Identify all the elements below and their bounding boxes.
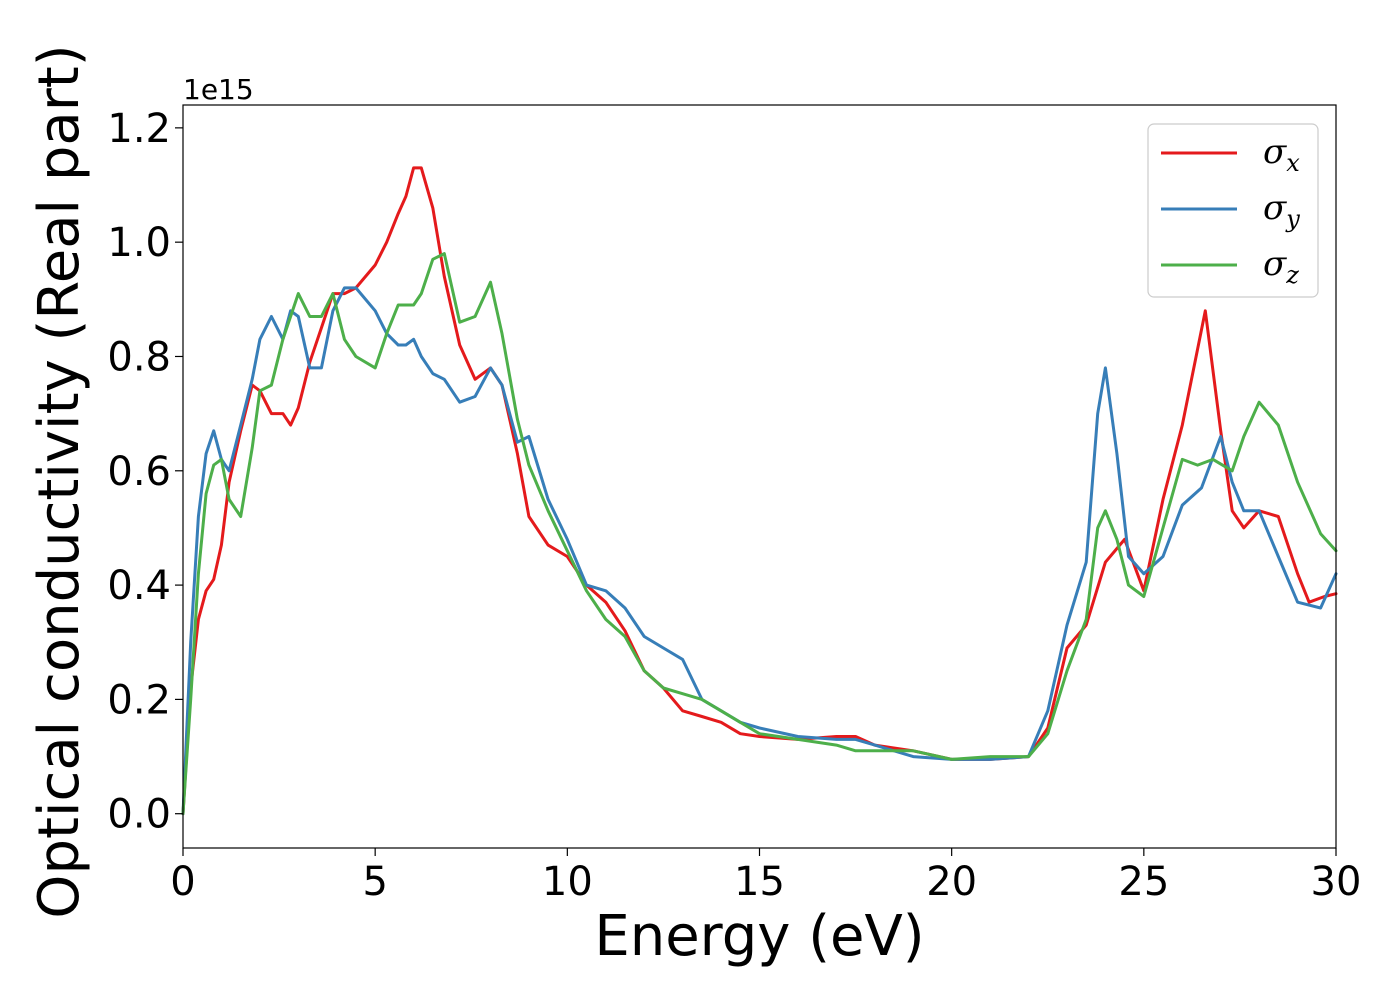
series-layer: [181, 166, 1338, 816]
series-line-z: [181, 252, 1338, 816]
y-axis: 0.0 0.2 0.4 0.6 0.8 1.0 1.2: [107, 106, 183, 838]
y-tick-label: 1.0: [107, 220, 171, 266]
legend-label-z: σz: [1263, 244, 1299, 289]
y-tick-label: 0.8: [107, 334, 171, 380]
legend-symbol: σ: [1263, 188, 1287, 228]
x-tick-label: 30: [1311, 859, 1362, 905]
legend-label-y: σy: [1263, 188, 1300, 233]
legend-symbol: σ: [1263, 132, 1287, 172]
legend-subscript: y: [1285, 205, 1300, 233]
y-tick-label: 0.2: [107, 677, 171, 723]
y-tick-label: 1.2: [107, 106, 171, 152]
y-offset-label: 1e15: [183, 73, 254, 106]
y-tick-label: 0.4: [107, 563, 171, 609]
legend-symbol: σ: [1263, 244, 1287, 284]
x-axis-title: Energy (eV): [594, 904, 924, 969]
x-tick-label: 25: [1118, 859, 1169, 905]
x-axis: 0 5 10 15 20 25 30: [170, 848, 1361, 905]
series-line-x: [181, 166, 1338, 816]
x-tick-label: 0: [170, 859, 195, 905]
x-tick-label: 10: [542, 859, 593, 905]
y-axis-title: Optical conductivity (Real part): [27, 44, 92, 918]
legend-label-x: σx: [1263, 132, 1300, 177]
series-line-y: [181, 286, 1338, 816]
y-tick-label: 0.6: [107, 449, 171, 495]
x-tick-label: 5: [362, 859, 387, 905]
legend-subscript: z: [1285, 261, 1299, 289]
y-tick-label: 0.0: [107, 792, 171, 838]
legend-subscript: x: [1286, 149, 1300, 177]
x-tick-label: 20: [926, 859, 977, 905]
x-tick-label: 15: [734, 859, 785, 905]
